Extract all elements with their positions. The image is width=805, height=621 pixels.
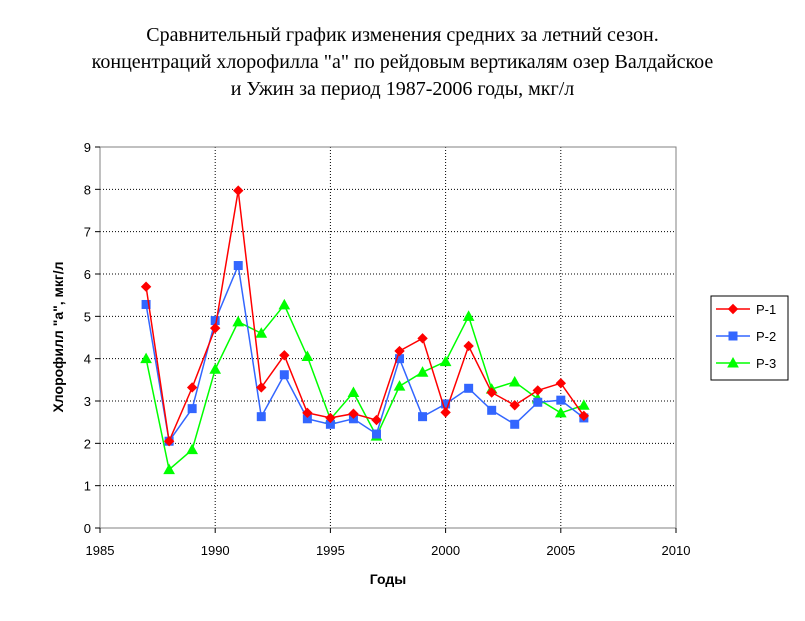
data-point [233,185,244,196]
legend-item: P-3 [716,356,776,371]
data-point [255,327,268,338]
x-tick-label: 2000 [431,543,460,558]
data-point [233,261,243,271]
data-point [509,400,520,411]
y-tick-label: 9 [84,140,91,155]
series-layer [140,185,590,475]
x-tick-label: 2005 [546,543,575,558]
data-point [279,370,289,380]
plot-area [100,147,676,528]
data-point [393,380,406,391]
chart-title-line-1: Сравнительный график изменения средних з… [146,24,659,46]
x-tick-label: 1990 [201,543,230,558]
y-tick-label: 4 [84,352,91,367]
data-point [554,406,567,418]
data-point [371,414,382,426]
data-point [462,310,475,321]
data-point [577,399,590,410]
data-point [186,443,199,455]
data-point [301,350,314,362]
legend-item: P-2 [716,329,776,344]
legend-box [710,295,789,381]
y-axis-title: Хлорофилл "а", мкг/л [50,261,66,412]
data-point [463,340,474,352]
legend-marker [728,331,738,341]
data-point [508,375,521,387]
x-axis-ticks: 1985 1990 1995 2000 2005 2010 [86,528,691,558]
y-tick-label: 8 [84,182,91,197]
data-point [163,463,175,475]
data-point [532,385,543,396]
y-tick-label: 1 [84,479,91,494]
data-point [209,322,221,334]
chart-title-line-3: и Ужин за период 1987-2006 годы, мкг/л [230,78,575,100]
data-point [578,410,590,422]
data-point [325,412,336,424]
data-point [256,382,267,393]
data-point [347,386,360,398]
data-point [418,412,428,422]
legend-marker [727,356,739,368]
data-point [141,299,151,309]
data-point [232,315,245,327]
data-point [555,378,567,389]
chart-title-line-2: концентраций хлорофилла "а" по рейдовым … [91,51,714,73]
series-P-1 [140,185,590,447]
x-tick-label: 1995 [316,543,345,558]
x-tick-label: 1985 [86,543,115,558]
data-point [510,419,520,429]
x-tick-label: 2010 [662,543,691,558]
data-point [394,345,405,357]
y-tick-label: 2 [84,436,91,451]
plot-border [99,146,677,529]
y-tick-label: 3 [84,394,91,409]
y-tick-label: 5 [84,309,91,324]
gridlines [100,147,676,528]
data-point [439,355,452,367]
legend-item: P-1 [716,302,776,317]
data-point [533,397,543,407]
data-point [417,333,428,344]
data-point [279,350,290,361]
data-point [486,387,497,398]
y-tick-label: 7 [84,225,91,240]
legend-marker [727,303,739,315]
legend-label: P-2 [756,329,776,344]
chart-title: Сравнительный график изменения средних з… [0,22,805,103]
legend-label: P-3 [756,356,776,371]
y-tick-label: 0 [84,521,91,536]
series-line [145,190,585,444]
data-point [371,429,381,439]
data-point [140,352,152,364]
data-point [416,366,429,377]
y-axis-ticks: 0 1 2 3 4 5 6 7 8 9 [84,140,100,536]
data-point [209,363,222,374]
data-point [186,382,198,393]
data-point [464,383,474,393]
y-tick-label: 6 [84,267,91,282]
data-point [278,298,291,310]
data-point [163,436,175,447]
data-point [187,404,197,414]
legend: P-1 P-2 P-3 [710,295,789,381]
data-point [256,412,266,422]
data-point [140,281,152,292]
data-point [348,408,359,419]
data-point [487,405,497,415]
legend-label: P-1 [756,302,776,317]
data-point [440,407,451,418]
data-point [302,407,313,419]
x-axis-title: Годы [370,571,406,587]
data-point [556,395,566,405]
